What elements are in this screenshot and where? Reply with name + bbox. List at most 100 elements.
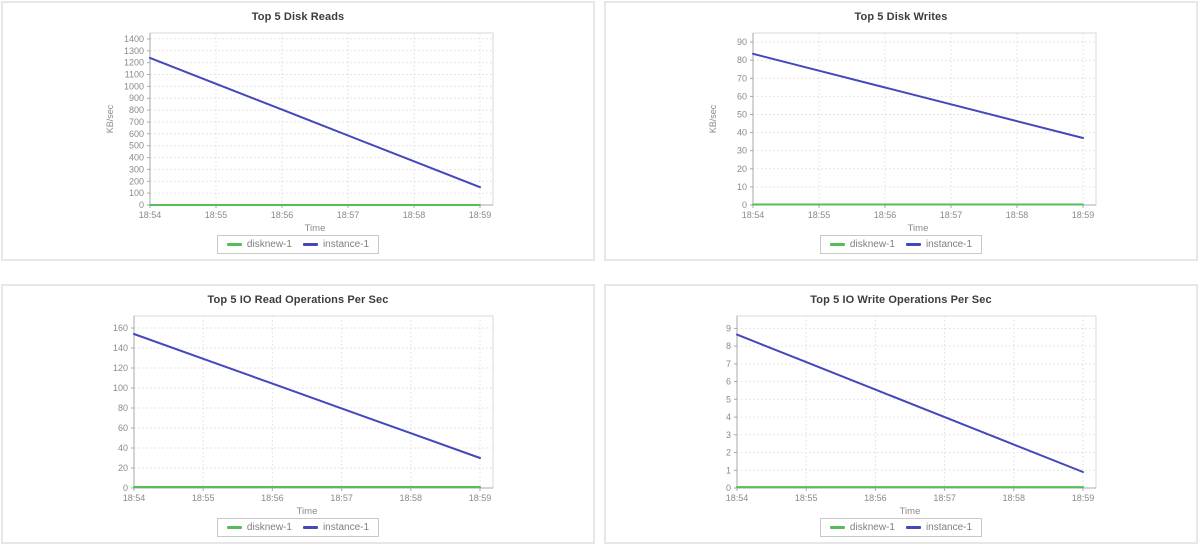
svg-text:600: 600	[129, 129, 144, 139]
chart-panel-disk-writes: Top 5 Disk Writes 0 10 20 30 40 50 60 70 80 90 18:…	[604, 1, 1198, 261]
svg-text:18:56: 18:56	[874, 210, 897, 220]
svg-text:Time: Time	[305, 223, 326, 234]
svg-text:1400: 1400	[124, 34, 144, 44]
svg-text:18:57: 18:57	[337, 210, 360, 220]
chart-title-disk-reads: Top 5 Disk Reads	[251, 11, 345, 23]
svg-text:400: 400	[129, 153, 144, 163]
legend-label: instance-1	[925, 522, 973, 533]
instance-1-line-swatch	[302, 526, 318, 529]
legend: disknew-1 instance-1	[819, 518, 983, 537]
svg-text:18:54: 18:54	[742, 210, 765, 220]
svg-text:20: 20	[737, 164, 747, 174]
legend: disknew-1 instance-1	[819, 235, 983, 254]
svg-text:18:54: 18:54	[726, 493, 749, 503]
svg-text:40: 40	[118, 443, 128, 453]
svg-text:4: 4	[726, 412, 731, 422]
svg-text:20: 20	[118, 463, 128, 473]
svg-text:18:54: 18:54	[139, 210, 162, 220]
legend-label: instance-1	[925, 239, 973, 250]
instance-1-line-swatch	[905, 526, 921, 529]
svg-text:50: 50	[737, 110, 747, 120]
svg-text:18:59: 18:59	[1072, 210, 1095, 220]
svg-text:18:57: 18:57	[330, 493, 353, 503]
svg-text:18:57: 18:57	[940, 210, 963, 220]
svg-text:1300: 1300	[124, 46, 144, 56]
legend-item-disknew-1[interactable]: disknew-1	[829, 522, 895, 533]
svg-text:18:59: 18:59	[1072, 493, 1095, 503]
chart-title-disk-writes: Top 5 Disk Writes	[854, 11, 948, 23]
legend-item-instance-1[interactable]: instance-1	[905, 239, 973, 250]
svg-text:18:58: 18:58	[403, 210, 426, 220]
disk-writes-line-chart[interactable]: 0 10 20 30 40 50 60 70 80 90 18:54 18:55 18:56 18:57 1…	[606, 27, 1196, 235]
legend-item-instance-1[interactable]: instance-1	[302, 522, 369, 533]
svg-text:Time: Time	[297, 506, 318, 517]
svg-text:18:56: 18:56	[864, 493, 887, 503]
legend-item-disknew-1[interactable]: disknew-1	[226, 522, 292, 533]
chart-panel-io-write-ops: Top 5 IO Write Operations Per Sec 0 1 2 3 4 5…	[604, 284, 1198, 544]
svg-text:18:58: 18:58	[1003, 493, 1026, 503]
svg-text:90: 90	[737, 37, 747, 47]
legend-item-disknew-1[interactable]: disknew-1	[226, 239, 292, 250]
svg-text:18:59: 18:59	[469, 493, 492, 503]
svg-text:18:56: 18:56	[261, 493, 284, 503]
svg-text:2: 2	[726, 448, 731, 458]
svg-text:70: 70	[737, 73, 747, 83]
svg-text:700: 700	[129, 117, 144, 127]
legend: disknew-1 instance-1	[216, 235, 380, 254]
svg-text:140: 140	[113, 343, 128, 353]
legend-item-disknew-1[interactable]: disknew-1	[829, 239, 895, 250]
svg-text:18:54: 18:54	[123, 493, 146, 503]
svg-text:80: 80	[737, 55, 747, 65]
svg-text:9: 9	[726, 323, 731, 333]
svg-text:18:58: 18:58	[400, 493, 423, 503]
chart-title-io-read-ops: Top 5 IO Read Operations Per Sec	[207, 294, 389, 306]
disknew-1-line-swatch	[226, 243, 242, 246]
io-read-ops-line-chart[interactable]: 0 20 40 60 80 100 120 140 160 18:54 18:55 18:56 18:5…	[3, 310, 593, 518]
legend-label: disknew-1	[849, 239, 895, 250]
chart-panel-disk-reads: Top 5 Disk Reads 0 100 200 300 400 500 600 700 8…	[1, 1, 595, 261]
chart-title-io-write-ops: Top 5 IO Write Operations Per Sec	[810, 294, 992, 306]
svg-text:18:55: 18:55	[205, 210, 228, 220]
svg-text:800: 800	[129, 105, 144, 115]
legend-label: disknew-1	[849, 522, 895, 533]
svg-text:0: 0	[726, 483, 731, 493]
svg-text:30: 30	[737, 146, 747, 156]
svg-text:Time: Time	[900, 506, 921, 517]
legend-item-instance-1[interactable]: instance-1	[905, 522, 973, 533]
chart-panel-io-read-ops: Top 5 IO Read Operations Per Sec 0 20 40 60…	[1, 284, 595, 544]
legend: disknew-1 instance-1	[216, 518, 380, 537]
svg-text:120: 120	[113, 363, 128, 373]
svg-text:0: 0	[742, 200, 747, 210]
svg-text:KB/sec: KB/sec	[105, 104, 115, 133]
svg-text:18:59: 18:59	[469, 210, 492, 220]
svg-text:100: 100	[113, 383, 128, 393]
svg-text:18:55: 18:55	[808, 210, 831, 220]
legend-item-instance-1[interactable]: instance-1	[302, 239, 370, 250]
svg-text:6: 6	[726, 377, 731, 387]
svg-text:200: 200	[129, 176, 144, 186]
svg-text:1100: 1100	[125, 70, 144, 80]
instance-1-line-swatch	[302, 243, 318, 246]
legend-label: disknew-1	[246, 239, 292, 250]
svg-text:7: 7	[726, 359, 731, 369]
disknew-1-line-swatch	[829, 526, 845, 529]
svg-text:500: 500	[129, 141, 144, 151]
svg-text:160: 160	[113, 323, 128, 333]
svg-text:18:57: 18:57	[933, 493, 956, 503]
svg-text:0: 0	[123, 483, 128, 493]
svg-text:KB/sec: KB/sec	[708, 104, 718, 133]
svg-text:Time: Time	[908, 223, 929, 234]
svg-text:0: 0	[139, 200, 144, 210]
legend-label: disknew-1	[246, 522, 292, 533]
svg-text:18:56: 18:56	[271, 210, 294, 220]
svg-text:1: 1	[726, 465, 731, 475]
disknew-1-line-swatch	[829, 243, 845, 246]
legend-label: instance-1	[322, 239, 370, 250]
svg-text:10: 10	[737, 182, 747, 192]
io-write-ops-line-chart[interactable]: 0 1 2 3 4 5 6 7 8 9 18:54 18:55 18:56 18:57 18:58 18:59…	[606, 310, 1196, 518]
svg-text:18:55: 18:55	[795, 493, 818, 503]
svg-text:300: 300	[129, 164, 144, 174]
svg-text:18:55: 18:55	[192, 493, 215, 503]
svg-text:18:58: 18:58	[1006, 210, 1029, 220]
